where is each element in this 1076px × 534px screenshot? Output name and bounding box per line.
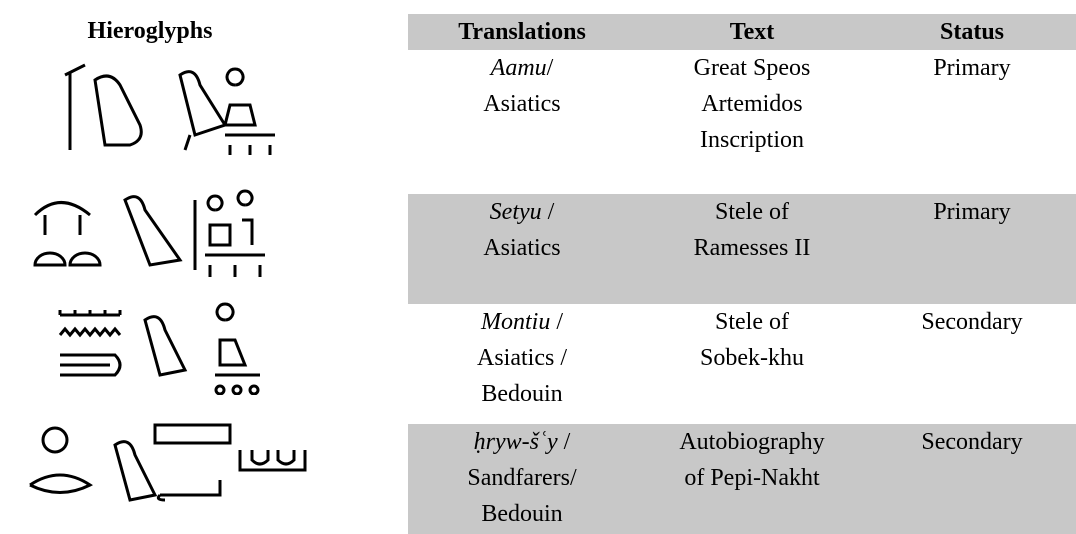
gloss: Bedouin (481, 501, 563, 527)
translation-cell: Aamu/Asiatics (408, 50, 636, 194)
translation-line: ḥryw-šʿy / (408, 424, 636, 460)
gloss: / (550, 309, 563, 335)
glyph-group (20, 55, 320, 162)
status-cell: Primary (933, 55, 1011, 81)
gloss: / (541, 199, 555, 225)
translation-line: Asiatics (408, 86, 636, 122)
translation-line: Asiatics (408, 230, 636, 266)
column-header: Text (729, 19, 775, 45)
glyph-title: Hieroglyphs (87, 18, 213, 44)
translation-line: Aamu/ (408, 50, 636, 86)
column-header: Translations (458, 19, 586, 45)
gloss: / (546, 55, 554, 81)
table-row: Aamu/Asiatics Great Speos Artemidos Inscrip… (408, 50, 1076, 194)
translation-line: Montiu / (408, 304, 636, 340)
table: Translations Text Status Aamu/Asiatics Grea… (408, 14, 1076, 534)
gloss: Asiatics (483, 235, 561, 261)
translation-cell: Setyu / Asiatics (408, 194, 636, 304)
text-line: Inscription (700, 127, 804, 153)
text-cell: Autobiography of Pepi-Nakht (636, 424, 868, 534)
table-row: Montiu / Asiatics / Bedouin Stele of Sobek-k… (408, 304, 1076, 424)
glyph-group (20, 180, 320, 287)
text-line: Artemidos (701, 91, 803, 117)
column-header: Status (939, 19, 1005, 45)
gloss: Bedouin (481, 381, 563, 407)
term: ḥryw-šʿy (473, 429, 558, 455)
translation-line: Setyu / (408, 194, 636, 230)
table-row: ḥryw-šʿy / Sandfarers/Bedouin Autobiograph… (408, 424, 1076, 534)
text-cell: Stele of Sobek-khu (636, 304, 868, 424)
text-cell: Stele of Ramesses II (636, 194, 868, 304)
text-line: Ramesses II (693, 235, 811, 261)
translation-line: Asiatics / (408, 340, 636, 376)
text-line: Stele of (715, 199, 789, 225)
glyph-group (20, 295, 320, 402)
translation-cell: ḥryw-šʿy / Sandfarers/Bedouin (408, 424, 636, 534)
table-row: Setyu / Asiatics Stele of Ramesses II Primar… (408, 194, 1076, 304)
glyph-group (20, 415, 320, 522)
translation-line: Sandfarers/ (408, 460, 636, 496)
text-line: Sobek-khu (700, 345, 804, 371)
gloss: Asiatics / (477, 345, 567, 371)
translation-line: Bedouin (408, 496, 636, 532)
status-cell: Secondary (921, 309, 1023, 335)
translation-cell: Montiu / Asiatics / Bedouin (408, 304, 636, 424)
status-cell: Secondary (921, 429, 1023, 455)
gloss: / (557, 429, 571, 455)
term: Montiu (481, 309, 551, 335)
term: Aamu (490, 55, 547, 81)
gloss: Asiatics (483, 91, 561, 117)
text-cell: Great Speos Artemidos Inscription (636, 50, 868, 194)
header-row: Translations Text Status (408, 14, 1076, 50)
term: Setyu (489, 199, 542, 225)
gloss: Sandfarers/ (467, 465, 577, 491)
translation-line: Bedouin (408, 376, 636, 412)
text-line: Autobiography (679, 429, 825, 455)
text-line: Stele of (715, 309, 789, 335)
text-line: of Pepi-Nakht (684, 465, 820, 491)
text-line: Great Speos (693, 55, 811, 81)
status-cell: Primary (933, 199, 1011, 225)
